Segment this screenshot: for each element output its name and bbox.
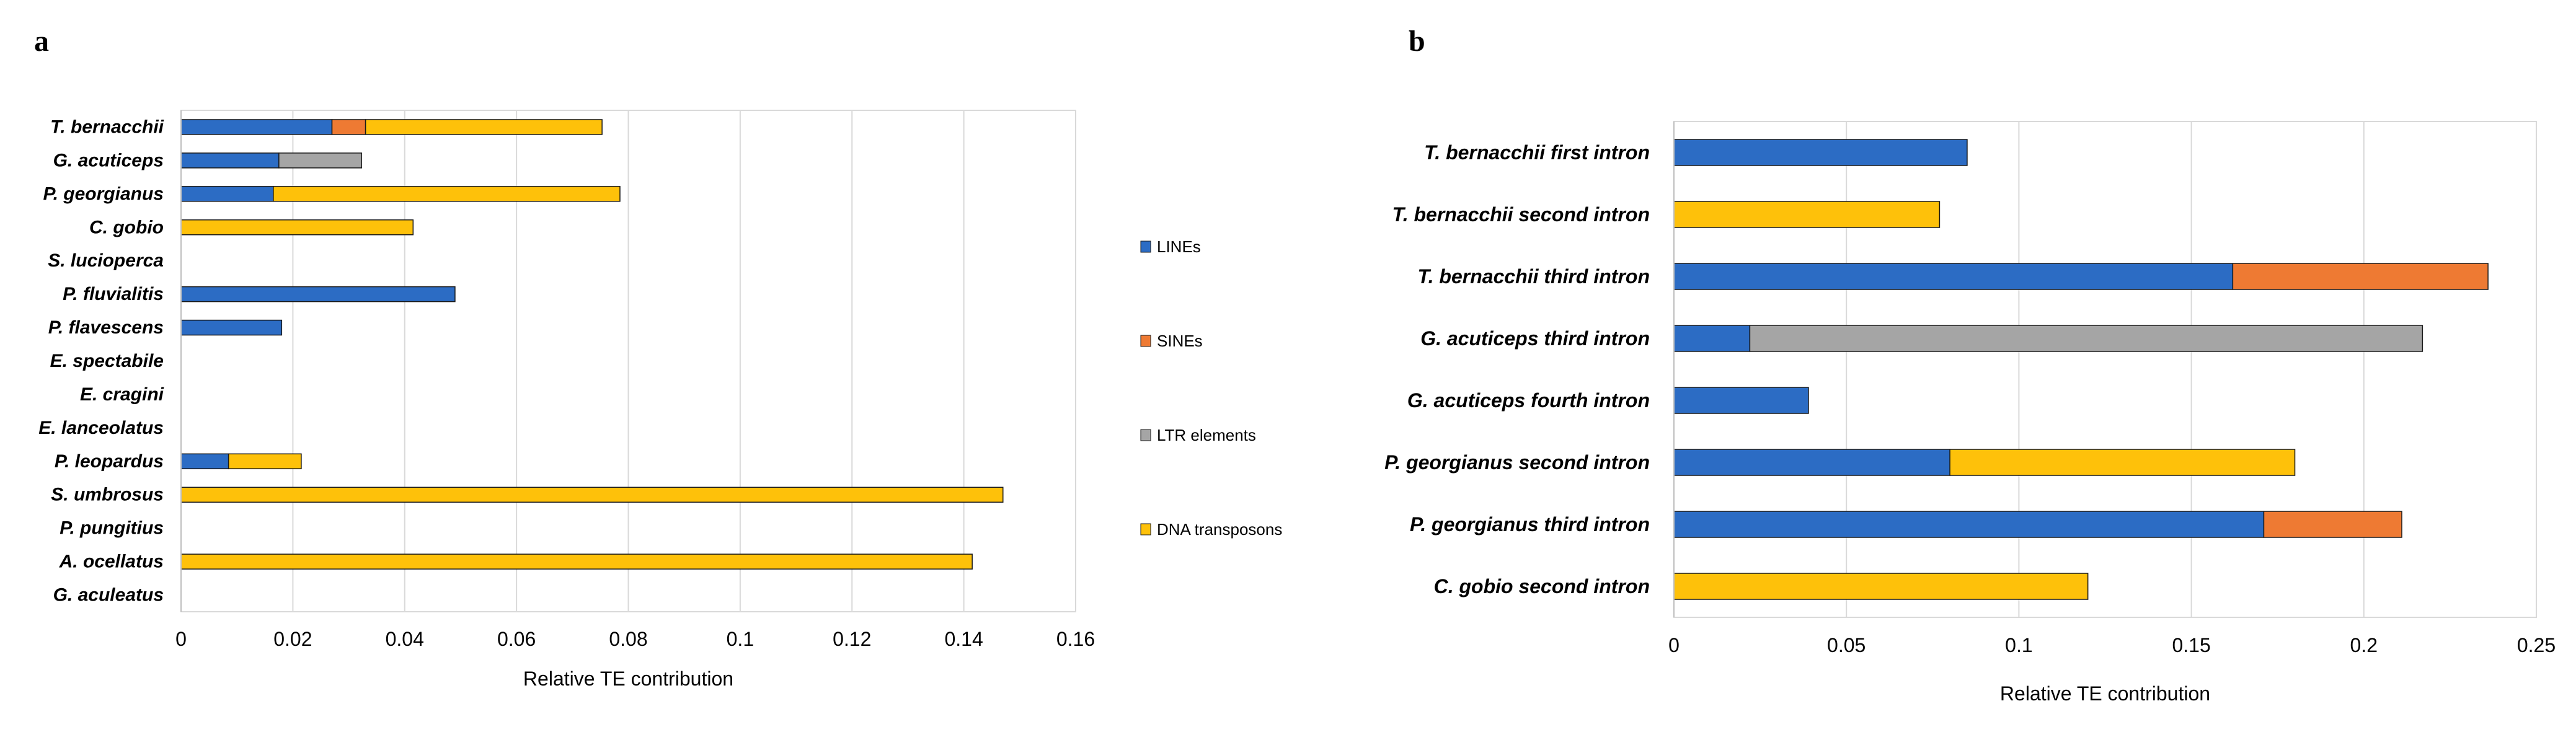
- bar-segment-dna-transposons: [365, 119, 603, 135]
- x-tick-label: 0.05: [1827, 634, 1866, 656]
- panel-a-letter: a: [34, 25, 49, 58]
- bar-segment-lines: [180, 152, 280, 169]
- category-label: S. lucioperca: [48, 250, 164, 271]
- category-label: A. ocellatus: [59, 552, 164, 572]
- category-label: T. bernacchii second intron: [1392, 203, 1650, 226]
- x-tick-label: 0.25: [2517, 634, 2556, 656]
- legend-label-dna-transposons: DNA transposons: [1157, 520, 1282, 539]
- bar-segment-sines: [2263, 511, 2402, 538]
- category-label: G. acuticeps third intron: [1420, 327, 1650, 350]
- chart-panel-b: 0 0.05 0.1 0.15 0.2 0.25 Relative TE contribut…: [1384, 121, 2556, 705]
- bar-segment-dna-transposons: [1673, 201, 1941, 228]
- category-label: G. acuticeps fourth intron: [1407, 389, 1650, 412]
- legend-label-sines: SINEs: [1157, 332, 1203, 350]
- bar-segment-dna-transposons: [273, 186, 621, 202]
- x-tick-label: 0.1: [2005, 634, 2032, 656]
- bar-segment-lines: [1673, 511, 2265, 538]
- category-label: E. lanceolatus: [38, 418, 164, 438]
- legend-swatch-ltr-elements: [1140, 429, 1151, 441]
- category-label: P. georgianus second intron: [1384, 451, 1650, 474]
- bar-segment-dna-transposons: [1673, 573, 2089, 600]
- x-tick-label: 0.15: [2172, 634, 2210, 656]
- category-label: C. gobio: [89, 217, 164, 237]
- bar-segment-lines: [180, 286, 456, 302]
- x-tick-label: 0.04: [386, 628, 424, 650]
- bar-segment-ltr-elements: [278, 152, 363, 169]
- bar-segment-lines: [180, 119, 333, 135]
- legend: LINEs SINEs LTR elements DNA transposons: [1140, 237, 1282, 539]
- category-label: G. acuticeps: [53, 150, 164, 170]
- category-label: T. bernacchii first intron: [1424, 141, 1650, 164]
- category-label: P. fluvialitis: [63, 284, 164, 304]
- bar-segment-lines: [1673, 139, 1968, 166]
- category-label: P. georgianus: [43, 183, 164, 204]
- category-label: P. leopardus: [55, 451, 164, 472]
- bar-segment-sines: [2232, 263, 2489, 290]
- legend-label-ltr-elements: LTR elements: [1157, 426, 1256, 444]
- legend-label-lines: LINEs: [1157, 237, 1201, 256]
- bar-segment-lines: [180, 453, 229, 470]
- x-axis-title: Relative TE contribution: [2000, 682, 2210, 705]
- bar-segment-lines: [180, 186, 274, 202]
- x-tick-label: 0.14: [944, 628, 983, 650]
- bar-segment-dna-transposons: [180, 487, 1004, 503]
- category-label: T. bernacchii: [50, 117, 164, 137]
- category-label: P. georgianus third intron: [1410, 513, 1650, 536]
- x-tick-label: 0.16: [1056, 628, 1095, 650]
- x-tick-label: 0.12: [833, 628, 871, 650]
- x-tick-label: 0: [175, 628, 187, 650]
- bar-segment-dna-transposons: [180, 219, 414, 236]
- bar-segment-dna-transposons: [180, 553, 973, 570]
- legend-swatch-sines: [1140, 335, 1151, 347]
- bar-segment-ltr-elements: [1749, 325, 2423, 352]
- bar-segment-dna-transposons: [1949, 449, 2296, 476]
- category-label: P. pungitius: [60, 518, 164, 539]
- x-tick-label: 0: [1668, 634, 1680, 656]
- x-tick-label: 0.02: [273, 628, 312, 650]
- category-label: P. flavescens: [48, 317, 164, 338]
- x-axis-title: Relative TE contribution: [523, 668, 733, 690]
- category-label: E. cragini: [80, 384, 164, 405]
- category-label: E. spectabile: [50, 351, 164, 371]
- chart-panel-a: 0 0.02 0.04 0.06 0.08 0.1 0.12 0.14 0.16 Relative…: [38, 110, 1095, 690]
- legend-swatch-lines: [1140, 240, 1151, 253]
- bar-segment-lines: [180, 319, 283, 336]
- bar-segment-lines: [1673, 263, 2234, 290]
- x-tick-label: 0.1: [727, 628, 754, 650]
- panel-b-letter: b: [1409, 25, 1425, 58]
- bar-segment-lines: [1673, 387, 1809, 414]
- bar-segment-lines: [1673, 325, 1751, 352]
- bar-segment-sines: [331, 119, 366, 135]
- category-label: T. bernacchii third intron: [1417, 265, 1650, 288]
- x-tick-label: 0.2: [2350, 634, 2378, 656]
- bar-segment-dna-transposons: [228, 453, 302, 470]
- legend-swatch-dna-transposons: [1140, 523, 1151, 536]
- x-tick-label: 0.08: [609, 628, 647, 650]
- bar-segment-lines: [1673, 449, 1950, 476]
- category-label: S. umbrosus: [51, 485, 164, 505]
- category-label: C. gobio second intron: [1434, 575, 1650, 597]
- category-label: G. aculeatus: [53, 585, 164, 606]
- x-tick-label: 0.06: [497, 628, 536, 650]
